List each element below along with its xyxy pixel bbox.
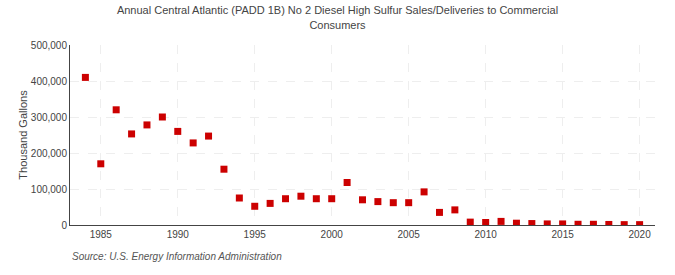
svg-text:200,000: 200,000	[31, 148, 68, 159]
svg-text:2010: 2010	[475, 229, 498, 240]
svg-text:2015: 2015	[552, 229, 575, 240]
svg-text:2005: 2005	[398, 229, 421, 240]
svg-text:2000: 2000	[321, 229, 344, 240]
svg-text:1990: 1990	[167, 229, 190, 240]
svg-text:Source: U.S. Energy Informatio: Source: U.S. Energy Information Administ…	[72, 251, 282, 262]
svg-text:400,000: 400,000	[31, 76, 68, 87]
svg-text:Annual Central Atlantic (PADD: Annual Central Atlantic (PADD 1B) No 2 D…	[117, 4, 558, 30]
svg-text:300,000: 300,000	[31, 112, 68, 123]
svg-text:1995: 1995	[244, 229, 267, 240]
svg-text:500,000: 500,000	[31, 40, 68, 51]
svg-text:100,000: 100,000	[31, 184, 68, 195]
svg-text:0: 0	[61, 220, 67, 231]
svg-text:2020: 2020	[628, 229, 651, 240]
svg-text:Thousand Gallons: Thousand Gallons	[17, 90, 29, 180]
svg-text:1985: 1985	[90, 229, 113, 240]
